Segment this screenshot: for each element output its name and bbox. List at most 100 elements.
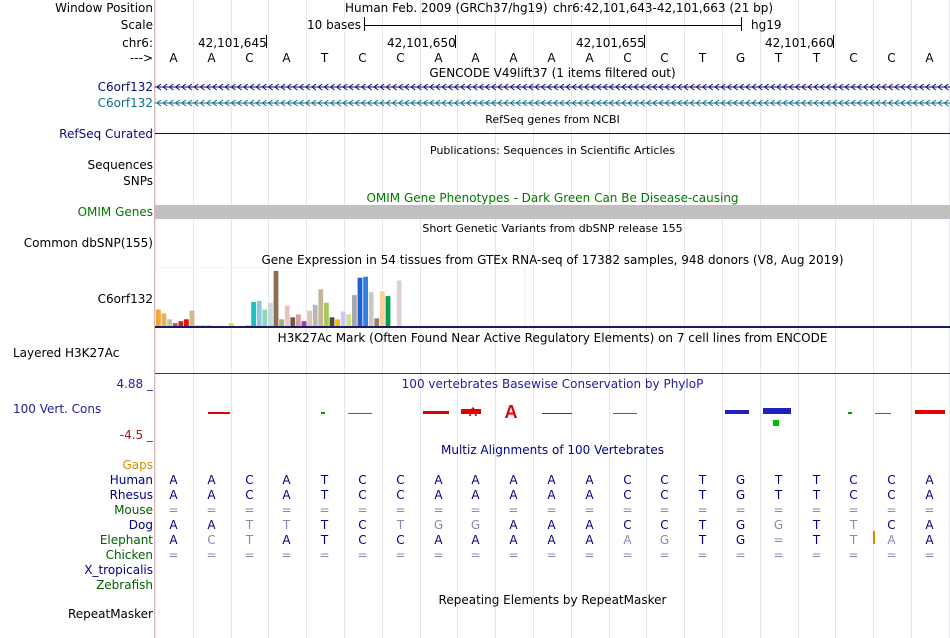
- h3k27ac-baseline: [155, 373, 950, 374]
- strand-chevron: [819, 99, 825, 107]
- strand-chevron: [180, 83, 187, 91]
- gtex-tissue-bar: [256, 300, 262, 327]
- alignment-base: T: [812, 473, 821, 487]
- strand-chevron: [887, 83, 893, 91]
- strand-chevron: [205, 99, 211, 107]
- conservation-logo[interactable]: A A A: [155, 398, 950, 432]
- publications-track-title: Publications: Sequences in Scientific Ar…: [430, 144, 675, 157]
- strand-chevron: [466, 99, 472, 107]
- track-label-dbsnp[interactable]: Common dbSNP(155): [23, 236, 153, 250]
- strand-chevron: [416, 99, 422, 107]
- alignment-base: A: [623, 533, 632, 547]
- strand-chevron: [664, 83, 670, 91]
- strand-chevron: [490, 99, 497, 107]
- track-label-gencode-1[interactable]: C6orf132: [97, 80, 153, 94]
- reference-base: C: [358, 51, 367, 65]
- reference-base: C: [623, 51, 632, 65]
- reference-base: G: [735, 51, 746, 65]
- alignment-base: =: [622, 548, 633, 562]
- omim-feature-bar[interactable]: [155, 205, 950, 219]
- strand-chevron: [323, 99, 329, 107]
- track-label-repeatmasker[interactable]: RepeatMasker: [67, 607, 153, 621]
- reference-base: T: [320, 51, 329, 65]
- alignment-base: T: [245, 518, 254, 532]
- strand-chevron: [776, 83, 782, 91]
- alignment-base: =: [395, 503, 406, 517]
- alignment-base: C: [887, 518, 896, 532]
- strand-chevron: [410, 83, 416, 91]
- species-label-dog: Dog: [128, 518, 153, 532]
- reference-base: C: [849, 51, 858, 65]
- alignment-base: =: [319, 503, 330, 517]
- strand-chevron: [224, 99, 230, 107]
- alignment-base: =: [281, 503, 292, 517]
- alignment-base: A: [434, 533, 443, 547]
- refseq-gene-line[interactable]: [155, 133, 950, 134]
- track-label-gaps[interactable]: Gaps: [122, 458, 153, 472]
- alignment-base: A: [925, 488, 934, 502]
- repeatmasker-track-title: Repeating Elements by RepeatMasker: [438, 593, 667, 607]
- strand-chevron: [503, 83, 509, 91]
- base-gridline: [609, 0, 610, 638]
- strand-chevron: [893, 83, 900, 91]
- alignment-base: =: [433, 503, 444, 517]
- strand-chevron: [267, 83, 273, 91]
- strand-chevron: [701, 99, 707, 107]
- strand-chevron: [707, 83, 714, 91]
- alignment-base: C: [849, 488, 858, 502]
- strand-chevron: [435, 99, 441, 107]
- cons-logo-A: A: [469, 405, 478, 419]
- strand-chevron: [156, 99, 162, 107]
- alignment-base: A: [207, 518, 216, 532]
- gtex-frame: [155, 267, 526, 328]
- strand-chevron: [397, 99, 404, 107]
- strand-chevron: [447, 83, 453, 91]
- strand-chevron: [559, 99, 565, 107]
- strand-chevron: [236, 99, 242, 107]
- region-coordinates: chr6:42,101,643-42,101,663 (21 bp): [553, 1, 774, 15]
- gtex-tissue-bar: [318, 289, 324, 327]
- strand-chevron: [391, 99, 397, 107]
- reference-base: A: [169, 51, 178, 65]
- track-label-omim[interactable]: OMIM Genes: [77, 205, 153, 219]
- species-label-rhesus: Rhesus: [109, 488, 153, 502]
- species-label-zebrafish: Zebrafish: [96, 578, 153, 592]
- strand-chevron: [509, 83, 515, 91]
- cons-logo-mark: [915, 410, 945, 414]
- alignment-base: T: [812, 518, 821, 532]
- strand-chevron: [757, 83, 763, 91]
- alignment-base: =: [206, 503, 217, 517]
- gencode-gene-line-1[interactable]: [155, 81, 950, 93]
- chrom-label: chr6:: [122, 36, 153, 50]
- strand-chevron: [794, 99, 800, 107]
- alignment-base: T: [698, 533, 707, 547]
- track-label-snps[interactable]: SNPs: [123, 174, 153, 188]
- track-label-refseq[interactable]: RefSeq Curated: [59, 127, 153, 141]
- track-label-cons[interactable]: 100 Vert. Cons: [13, 402, 102, 416]
- strand-chevron: [875, 99, 881, 107]
- reference-base: A: [282, 51, 291, 65]
- reference-base: A: [925, 51, 934, 65]
- base-gridline: [684, 0, 685, 638]
- strand-chevron: [404, 83, 410, 91]
- alignment-base: A: [434, 473, 443, 487]
- strand-chevron: [670, 99, 676, 107]
- strand-chevron: [193, 99, 199, 107]
- strand-chevron: [621, 83, 627, 91]
- base-gridline: [835, 0, 836, 638]
- strand-chevron: [199, 99, 205, 107]
- strand-chevron: [521, 99, 528, 107]
- track-label-h3k27ac[interactable]: Layered H3K27Ac: [13, 346, 120, 360]
- track-label-gtex[interactable]: C6orf132: [97, 292, 153, 306]
- strand-chevron: [937, 83, 943, 91]
- gtex-tissue-bar: [329, 317, 335, 327]
- gencode-gene-line-2[interactable]: [155, 97, 950, 109]
- track-label-gencode-2[interactable]: C6orf132: [97, 96, 153, 110]
- alignment-base: C: [207, 533, 216, 547]
- track-label-sequences[interactable]: Sequences: [87, 158, 153, 172]
- position-tick: [644, 35, 645, 48]
- strand-chevron: [652, 83, 658, 91]
- gtex-tissue-bar: [346, 314, 352, 327]
- gtex-bar-chart[interactable]: [155, 267, 950, 329]
- track-area[interactable]: Human Feb. 2009 (GRCh37/hg19) chr6:42,10…: [155, 0, 950, 638]
